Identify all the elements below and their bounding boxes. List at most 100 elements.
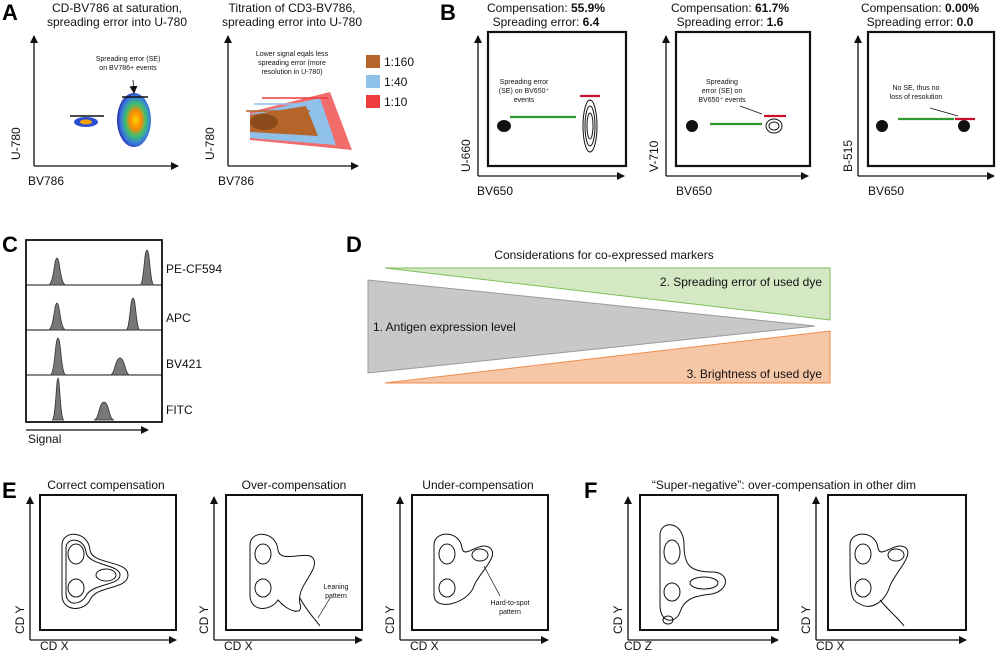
annotation-line1: Spreading bbox=[706, 79, 738, 86]
contour-plot bbox=[659, 524, 726, 625]
y-axis-label: U-780 bbox=[9, 127, 23, 160]
positive-contours bbox=[582, 99, 598, 153]
annotation-line2: error (SE) on bbox=[702, 88, 743, 95]
contour-plot bbox=[849, 533, 909, 627]
histogram-peak-positive bbox=[109, 357, 131, 376]
y-axis-label: CD Y bbox=[799, 606, 813, 634]
signal-axis-label: Signal bbox=[28, 432, 61, 446]
histogram-peak-negative bbox=[47, 257, 67, 286]
plot-frame bbox=[486, 30, 628, 168]
panel-f-title: “Super-negative”: over-compensation in o… bbox=[652, 478, 916, 492]
item-spreading-error: 2. Spreading error of used dye bbox=[660, 275, 822, 289]
annotation-arrow bbox=[129, 79, 138, 94]
legend-label-1-40: 1:40 bbox=[384, 75, 408, 89]
y-axis-label: V-710 bbox=[647, 140, 661, 172]
annotation-leader bbox=[739, 105, 763, 115]
plot-title: Over-compensation bbox=[242, 478, 347, 492]
annotation-line1: Leaning bbox=[324, 584, 349, 591]
annotation-line2: loss of resolution bbox=[890, 94, 943, 101]
panel-letter-a: A bbox=[2, 0, 18, 25]
marker-label-apc: APC bbox=[166, 311, 191, 325]
heatmap-population bbox=[117, 93, 151, 147]
panel-e-plot-2: Over-compensation Leaning pattern CD X C… bbox=[197, 478, 363, 651]
annotation-line3: resolution in U-780) bbox=[261, 69, 322, 76]
histogram-peak-negative bbox=[49, 337, 67, 376]
negative-population bbox=[250, 114, 278, 130]
legend-swatch-1-160 bbox=[366, 55, 380, 68]
plot-frame bbox=[225, 494, 363, 631]
annotation-line1: Hard-to-spot bbox=[491, 600, 530, 607]
plot-title: Under-compensation bbox=[422, 478, 533, 492]
annotation-leader bbox=[483, 565, 501, 597]
x-axis-label: CD X bbox=[410, 639, 439, 651]
annotation-line3: events bbox=[514, 97, 535, 104]
panel-letter-b: B bbox=[440, 0, 456, 25]
histogram-peak-positive bbox=[93, 401, 115, 421]
annotation-line2: spreading error (more bbox=[258, 60, 326, 67]
compensation-text: Compensation: 0.00% bbox=[861, 1, 979, 15]
legend-swatch-1-40 bbox=[366, 75, 380, 88]
panel-b-plot-2: Compensation: 61.7% Spreading error: 1.6… bbox=[647, 1, 812, 198]
annotation-line2: pattern bbox=[499, 609, 521, 616]
y-axis-label: U-780 bbox=[203, 127, 217, 160]
plot-title: Correct compensation bbox=[47, 478, 164, 492]
plot-frame bbox=[866, 30, 996, 168]
plot-frame bbox=[411, 494, 549, 631]
x-axis-label: CD X bbox=[816, 639, 845, 651]
x-axis-label: BV786 bbox=[218, 174, 254, 188]
plot-frame bbox=[827, 494, 967, 631]
panel-f-plot-1: CD Z CD Y bbox=[611, 494, 779, 651]
y-axis-label: CD Y bbox=[383, 606, 397, 634]
spreading-error-text: Spreading error: 1.6 bbox=[677, 15, 784, 29]
negative-population-core bbox=[80, 119, 92, 125]
contour-plot bbox=[249, 533, 321, 627]
panel-b-plot-1: Compensation: 55.9% Spreading error: 6.4… bbox=[459, 1, 628, 198]
y-axis-label: U-660 bbox=[459, 139, 473, 172]
negative-population bbox=[686, 120, 698, 132]
panel-a-plot-1: CD-BV786 at saturation, spreading error … bbox=[9, 1, 187, 188]
wedge-spreading-error bbox=[384, 267, 831, 321]
annotation-line2: on BV786+ events bbox=[99, 65, 157, 72]
item-antigen-expression: 1. Antigen expression level bbox=[373, 320, 516, 334]
plot-title-line1: CD-BV786 at saturation, bbox=[52, 1, 182, 15]
annotation-line2: pattern bbox=[325, 593, 347, 600]
panel-a-plot-2: Titration of CD3-BV786, spreading error … bbox=[203, 1, 414, 188]
plot-title-line2: spreading error into U-780 bbox=[47, 15, 187, 29]
marker-label-fitc: FITC bbox=[166, 403, 193, 417]
panel-letter-c: C bbox=[2, 232, 18, 257]
x-axis-label: BV650 bbox=[676, 184, 712, 198]
histogram-peak-positive bbox=[139, 249, 155, 286]
x-axis-label: CD X bbox=[40, 639, 69, 651]
considerations-title: Considerations for co-expressed markers bbox=[494, 248, 713, 262]
plot-frame bbox=[639, 494, 779, 631]
marker-label-pe-cf594: PE-CF594 bbox=[166, 262, 222, 276]
y-axis-label: CD Y bbox=[611, 606, 625, 634]
x-axis-label: CD Z bbox=[624, 639, 652, 651]
panel-e-plot-1: Correct compensation CD X CD Y bbox=[13, 478, 177, 651]
spreading-error-text: Spreading error: 0.0 bbox=[867, 15, 974, 29]
plot-title-line1: Titration of CD3-BV786, bbox=[229, 1, 356, 15]
annotation-leader bbox=[929, 107, 959, 117]
panel-letter-f: F bbox=[584, 478, 597, 503]
annotation-line1: Lower signal eqals less bbox=[256, 51, 329, 58]
panel-e-plot-3: Under-compensation Hard-to-spot pattern … bbox=[383, 478, 549, 651]
annotation-leader bbox=[317, 597, 331, 619]
marker-label-bv421: BV421 bbox=[166, 357, 202, 371]
contour-plot bbox=[61, 533, 129, 609]
negative-population bbox=[497, 120, 511, 132]
x-axis-label: BV650 bbox=[477, 184, 513, 198]
panel-b-plot-3: Compensation: 0.00% Spreading error: 0.0… bbox=[841, 1, 996, 198]
positive-population bbox=[958, 120, 970, 132]
panel-f-plot-2: CD X CD Y bbox=[799, 494, 967, 651]
positive-contours bbox=[765, 118, 783, 134]
histogram-peak-negative bbox=[47, 302, 67, 331]
wedge-antigen-expression bbox=[367, 279, 816, 374]
x-axis-label: BV650 bbox=[868, 184, 904, 198]
annotation-line1: Spreading error bbox=[500, 79, 549, 86]
histogram-peak-positive bbox=[125, 297, 141, 331]
negative-population bbox=[876, 120, 888, 132]
histogram-peak-negative bbox=[51, 377, 65, 421]
annotation-line2: (SE) on BV650⁺ bbox=[499, 88, 550, 95]
x-axis-label: BV786 bbox=[28, 174, 64, 188]
